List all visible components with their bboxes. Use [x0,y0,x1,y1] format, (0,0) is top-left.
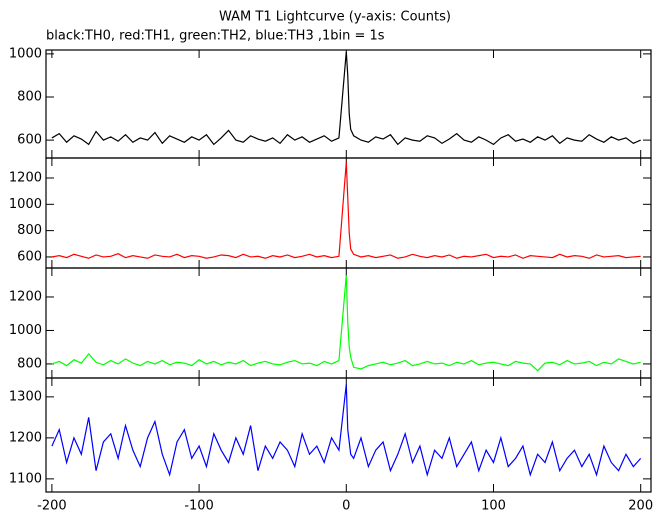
x-tick-label: 0 [342,499,350,514]
y-tick-label: 600 [17,249,42,264]
x-tick-label: -100 [184,499,214,514]
y-tick-label: 1100 [9,471,42,486]
y-tick-label: 1200 [9,289,42,304]
y-tick-label: 1000 [9,197,42,212]
data-line [51,51,641,146]
data-line [51,275,641,372]
chart-title: WAM T1 Lightcurve (y-axis: Counts) [219,10,451,25]
x-tick-label: -200 [37,499,67,514]
y-tick-label: 1200 [9,430,42,445]
x-tick-label: 200 [628,499,653,514]
y-tick-label: 600 [17,133,42,148]
x-tick-label: 100 [481,499,506,514]
panel-frame [45,377,652,493]
y-tick-label: 1000 [9,323,42,338]
y-tick-label: 1300 [9,389,42,404]
y-tick-label: 1000 [9,46,42,61]
chart-subtitle: black:TH0, red:TH1, green:TH2, blue:TH3 … [46,29,385,44]
data-line [51,162,641,259]
y-tick-label: 800 [17,223,42,238]
y-tick-label: 800 [17,356,42,371]
y-tick-label: 1200 [9,171,42,186]
data-line [51,384,642,478]
panel-frame [45,267,652,379]
y-tick-label: 800 [17,89,42,104]
